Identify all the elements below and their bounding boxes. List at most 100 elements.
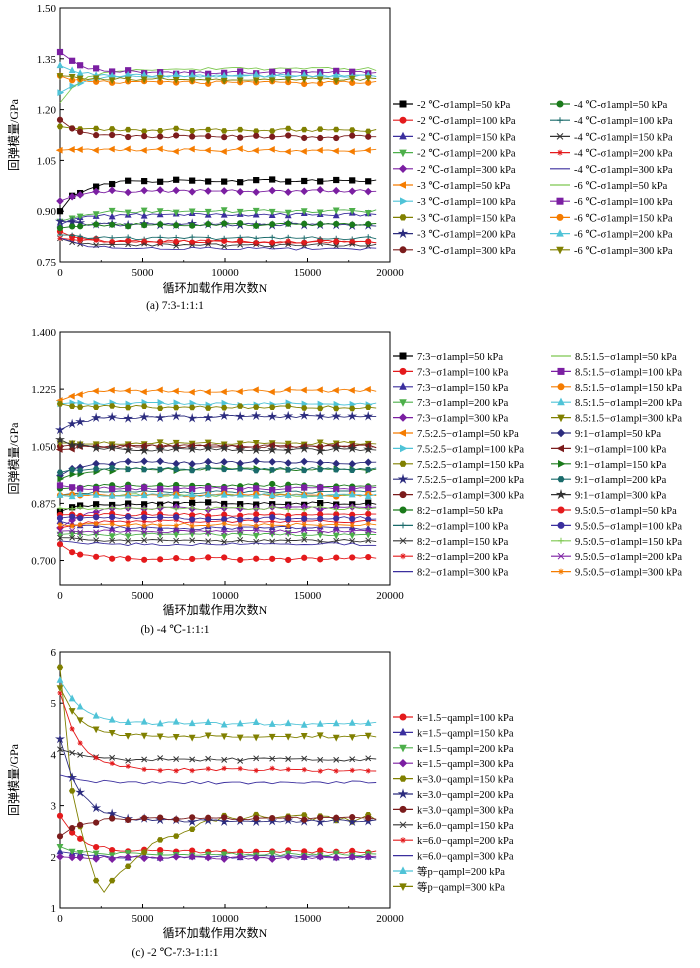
data-point: [172, 491, 180, 499]
data-point: [220, 458, 228, 466]
data-point: [189, 847, 196, 854]
data-point: [316, 492, 324, 499]
legend-item: k=6.0−qampl=200 kPa: [393, 836, 514, 847]
data-point: [221, 814, 228, 821]
data-point: [236, 719, 244, 727]
data-point: [253, 485, 260, 492]
data-point: [141, 514, 148, 521]
legend-marker: [399, 805, 407, 813]
data-point: [237, 816, 244, 823]
y-tick-label: 1.400: [31, 327, 56, 339]
data-point: [76, 490, 84, 497]
data-point: [365, 755, 372, 762]
data-point: [76, 853, 84, 862]
data-point: [157, 767, 163, 774]
legend-marker: [399, 491, 407, 499]
data-point: [253, 815, 260, 822]
data-point: [57, 505, 63, 511]
data-point: [141, 756, 148, 763]
legend-marker: [557, 552, 565, 560]
data-point: [348, 460, 357, 468]
data-point: [156, 466, 164, 473]
series-line: [59, 540, 377, 547]
data-series: [59, 540, 377, 547]
legend-marker: [557, 383, 565, 391]
data-point: [236, 531, 244, 539]
data-point: [173, 527, 180, 534]
data-point: [123, 145, 131, 153]
data-point: [189, 234, 195, 240]
data-point: [69, 549, 76, 556]
data-point: [333, 220, 340, 228]
data-point: [204, 853, 212, 862]
legend-item: -3 ℃-σ1ampl=50 kPa: [393, 181, 511, 192]
data-point: [77, 62, 84, 69]
data-point: [109, 555, 116, 562]
data-point: [57, 522, 63, 528]
data-point: [235, 388, 243, 395]
data-point: [237, 403, 244, 409]
series-line: [59, 75, 377, 85]
legend-label: 9.5:0.5−σ1ampl=50 kPa: [575, 506, 677, 517]
data-point: [317, 466, 324, 473]
legend-marker: [557, 117, 563, 124]
data-point: [203, 388, 211, 396]
data-point: [269, 755, 276, 762]
legend-label: -2 ℃-σ1ampl=200 kPa: [417, 149, 516, 160]
data-point: [141, 133, 148, 140]
data-point: [56, 491, 64, 498]
data-point: [221, 505, 227, 511]
data-point: [205, 220, 212, 228]
data-point: [68, 492, 76, 500]
data-point: [188, 826, 196, 832]
series-line: [59, 484, 377, 491]
data-point: [253, 235, 259, 241]
data-point: [285, 516, 292, 523]
legend-item: 9:1−σ1ampl=150 kPa: [551, 460, 667, 471]
data-point: [157, 513, 164, 521]
data-point: [68, 708, 76, 715]
data-point: [365, 220, 372, 228]
legend-marker: [399, 214, 407, 221]
data-point: [300, 187, 309, 196]
data-point: [364, 852, 373, 861]
data-point: [364, 732, 372, 740]
data-point: [140, 717, 148, 725]
data-point: [124, 209, 132, 217]
data-point: [188, 460, 196, 468]
data-point: [107, 411, 118, 422]
legend-item: 9.5:0.5−σ1ampl=50 kPa: [551, 506, 677, 517]
data-point: [285, 132, 292, 139]
data-point: [157, 814, 164, 821]
data-point: [268, 733, 276, 741]
data-point: [124, 457, 132, 466]
data-point: [124, 732, 132, 740]
data-point: [92, 211, 100, 219]
data-series: [55, 145, 377, 156]
data-point: [285, 467, 292, 473]
data-point: [300, 457, 309, 466]
data-point: [204, 187, 212, 195]
y-tick-label: 1.225: [31, 384, 56, 396]
data-point: [189, 537, 196, 544]
legend-item: 7.5:2.5−σ1ampl=50 kPa: [393, 429, 519, 440]
data-point: [204, 732, 212, 740]
data-point: [141, 528, 148, 535]
y-tick-label: 3: [51, 801, 57, 813]
data-point: [204, 465, 212, 471]
data-point: [317, 504, 323, 510]
data-point: [156, 837, 164, 843]
data-point: [365, 178, 372, 185]
series-line: [59, 75, 377, 81]
data-point: [252, 188, 260, 196]
data-point: [125, 241, 132, 248]
data-point: [109, 180, 116, 188]
chart-panel-c: 0 5000 10000 15000 20000 1 2 3 4 5 6 回弹模量/GPa 循环加载作用…: [7, 647, 514, 959]
data-point: [93, 132, 100, 139]
legend-label: 7.5:2.5−σ1ampl=300 kPa: [417, 491, 524, 502]
data-point: [140, 211, 148, 219]
data-point: [237, 126, 244, 133]
series-line: [59, 679, 377, 726]
legend-marker: [558, 459, 566, 468]
data-point: [365, 814, 372, 822]
